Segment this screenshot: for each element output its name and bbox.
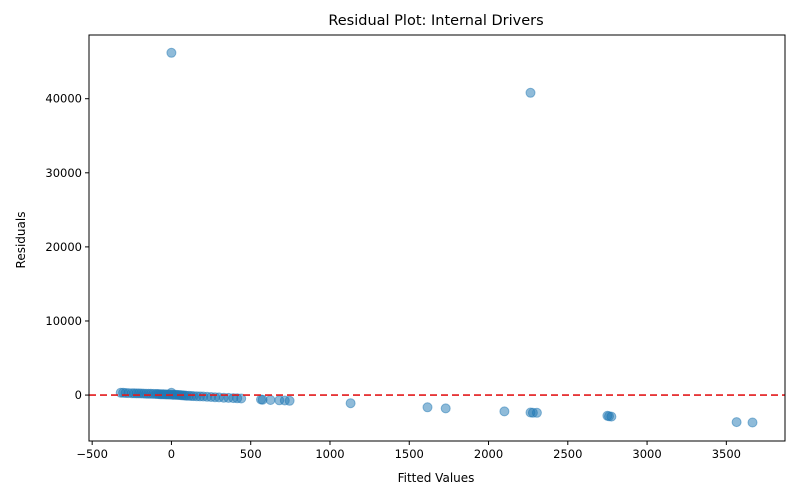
residual-point: [166, 47, 177, 58]
chart-title: Residual Plot: Internal Drivers: [328, 13, 543, 29]
x-tick-label: 3500: [712, 447, 741, 461]
x-axis-ticks: −500 0 500 1000 1500 2000 2500 3000 3500: [76, 441, 741, 461]
y-tick-label: 40000: [45, 92, 82, 106]
residual-point: [525, 87, 536, 98]
residual-point: [499, 406, 510, 417]
y-axis-ticks: 0 10000 20000 30000 40000: [45, 92, 89, 402]
residual-point: [531, 407, 542, 418]
x-tick-label: 2500: [553, 447, 582, 461]
residual-point: [284, 395, 295, 406]
x-tick-label: 3000: [632, 447, 661, 461]
y-tick-label: 0: [75, 388, 82, 402]
x-tick-label: 1500: [395, 447, 424, 461]
residual-point: [440, 403, 451, 414]
residual-point: [606, 411, 617, 422]
residual-point: [265, 395, 276, 405]
x-tick-label: 0: [168, 447, 175, 461]
axes-frame: [88, 34, 786, 442]
y-tick-label: 10000: [45, 314, 82, 328]
residual-point: [236, 393, 247, 404]
y-tick-label: 20000: [45, 240, 82, 254]
residual-point: [422, 402, 433, 413]
plot-area: [88, 34, 786, 442]
x-axis-label: Fitted Values: [398, 471, 475, 485]
x-tick-label: 1000: [315, 447, 344, 461]
x-tick-label: 2000: [474, 447, 503, 461]
y-tick-label: 30000: [45, 166, 82, 180]
y-axis-label: Residuals: [14, 212, 28, 269]
residual-point: [747, 417, 758, 428]
residual-point: [731, 417, 742, 428]
residual-point: [345, 398, 356, 409]
x-tick-label: 500: [240, 447, 262, 461]
points-layer: [115, 47, 758, 428]
x-tick-label: −500: [76, 447, 108, 461]
